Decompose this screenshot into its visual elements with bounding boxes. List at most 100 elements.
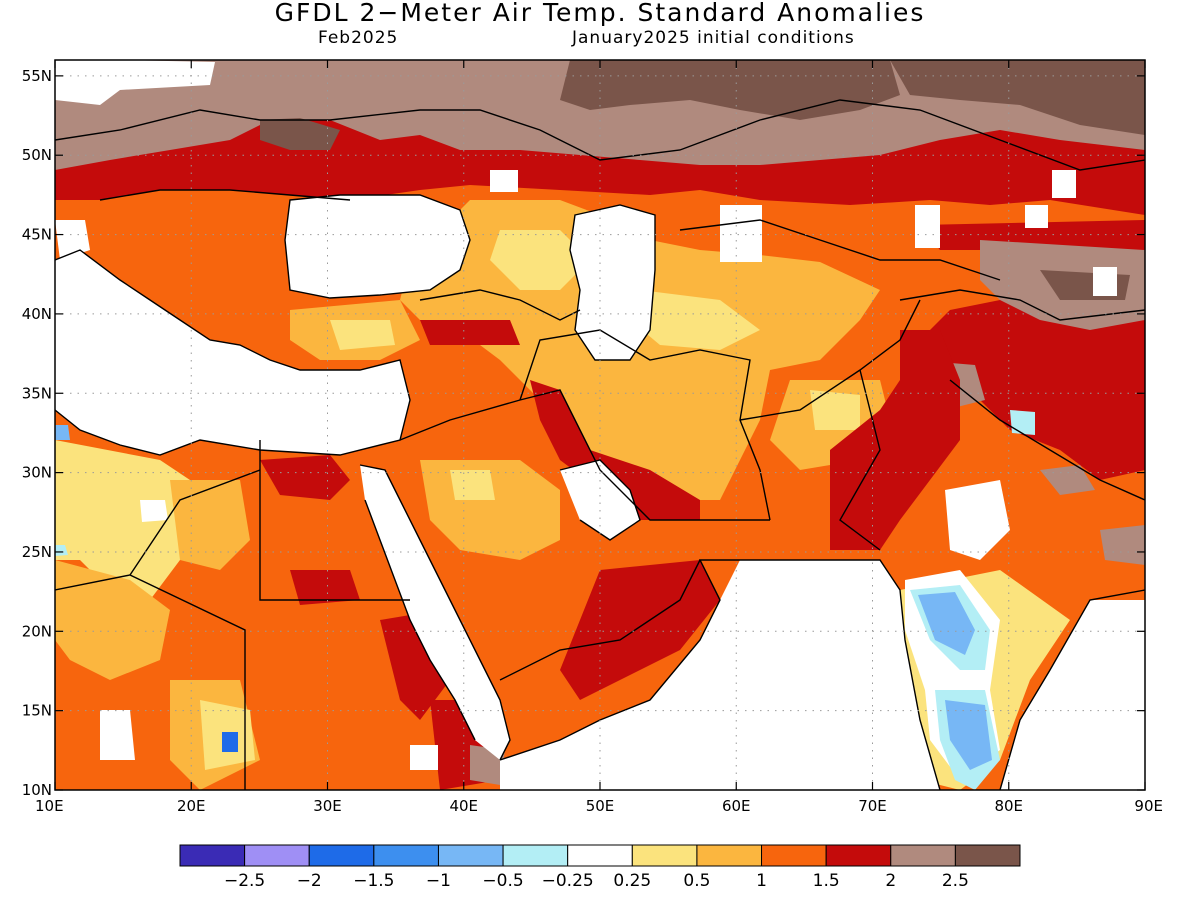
colorbar-label: 0.25 (613, 871, 651, 891)
colorbar-label: −0.25 (542, 871, 594, 891)
colorbar-swatch (373, 844, 439, 867)
anomaly-region (945, 480, 1010, 560)
border (519, 329, 771, 521)
anomaly-region (330, 320, 395, 350)
anomaly-region (420, 320, 520, 345)
lat-tick-label: 50N (22, 146, 52, 164)
colorbar-swatch (825, 844, 892, 867)
colorbar-label: 1 (756, 871, 767, 891)
anomaly-region (290, 570, 360, 605)
colorbar-swatch (244, 844, 310, 867)
lon-tick-label: 60E (722, 797, 751, 815)
anomaly-region (945, 700, 992, 770)
lon-tick-label: 30E (313, 797, 342, 815)
colorbar-label: 2.5 (942, 871, 969, 891)
border (679, 219, 1001, 281)
masked-sea (55, 250, 410, 455)
colorbar-swatch (567, 844, 633, 867)
coastlines (55, 99, 1145, 790)
anomaly-region (55, 425, 70, 440)
lon-tick-label: 50E (586, 797, 615, 815)
colorbar-label: −2.5 (224, 871, 265, 891)
colorbar-swatch (696, 844, 763, 867)
anomaly-region (1010, 410, 1035, 435)
masked-sea (1000, 600, 1145, 790)
map-title: GFDL 2−Meter Air Temp. Standard Anomalie… (274, 0, 926, 27)
anomaly-region (222, 732, 238, 752)
masked-sea (55, 220, 90, 260)
colorbar-swatch (631, 844, 698, 867)
masked-sea (285, 195, 470, 298)
anomaly-region (55, 545, 68, 556)
border (99, 189, 351, 201)
anomaly-region (830, 330, 960, 550)
masked-sea (360, 465, 510, 760)
colorbar-label: −0.5 (482, 871, 523, 891)
anomaly-region (1100, 525, 1145, 565)
colorbar-label: −1.5 (353, 871, 394, 891)
anomaly-region (918, 592, 975, 655)
colorbar-swatch (179, 844, 246, 867)
colorbar-label: 0.5 (683, 871, 710, 891)
border (949, 379, 1145, 501)
masked-sea (1093, 267, 1117, 296)
border (499, 559, 701, 681)
anomaly-region (55, 440, 190, 600)
lon-tick-label: 40E (449, 797, 478, 815)
colorbar-label: 2 (885, 871, 896, 891)
map-frame (54, 59, 1146, 791)
coastline (55, 249, 411, 456)
lon-tick-label: 70E (858, 797, 887, 815)
anomaly-region (810, 390, 860, 430)
anomaly-region (140, 500, 168, 522)
colorbar-swatch (437, 844, 504, 867)
colorbar-swatch (761, 844, 827, 867)
lat-tick-label: 20N (22, 622, 52, 640)
anomaly-region (260, 118, 340, 150)
lat-tick-label: 55N (22, 67, 52, 85)
colorbar-label: 1.5 (813, 871, 840, 891)
coastline (499, 559, 941, 790)
anomaly-region (490, 230, 590, 290)
masked-sea (720, 205, 762, 262)
anomaly-field (55, 60, 1145, 790)
colorbar-label: −2 (297, 871, 322, 891)
masked-sea (1025, 205, 1048, 228)
border (899, 289, 1145, 321)
border (259, 440, 410, 601)
colorbar: −2.5 −2 −1.5 −1 −0.5 −0.25 0.25 0.5 1 1.5 2 2.5 (179, 844, 1021, 891)
anomaly-region (560, 560, 720, 700)
masked-sea (570, 205, 655, 360)
anomaly-region (450, 470, 495, 500)
lat-tick-label: 30N (22, 464, 52, 482)
border (55, 574, 246, 790)
coastline (364, 499, 476, 741)
lat-tick-label: 35N (22, 384, 52, 402)
lat-tick-label: 15N (22, 702, 52, 720)
lat-tick-label: 25N (22, 543, 52, 561)
forecast-month: Feb2025 (318, 28, 399, 48)
lon-tick-label: 90E (1134, 797, 1163, 815)
border (399, 389, 770, 521)
anomaly-region (890, 60, 1145, 135)
border (419, 289, 581, 321)
coastline (284, 194, 471, 299)
colorbar-swatch (890, 844, 956, 867)
border (839, 369, 881, 551)
anomaly-region (560, 60, 900, 120)
anomaly-region (55, 560, 170, 680)
lon-tick-label: 10E (35, 797, 64, 815)
lat-tick-label: 10N (22, 781, 52, 799)
gridlines (55, 60, 1145, 790)
coastline (999, 589, 1145, 790)
colorbar-swatch (308, 844, 375, 867)
colorbar-swatch (502, 844, 569, 867)
masked-sea (410, 745, 438, 770)
masked-sea (1052, 170, 1076, 198)
coastline (569, 204, 656, 361)
initial-conditions: January2025 initial conditions (572, 28, 855, 48)
masked-sea (55, 60, 215, 105)
border (129, 469, 261, 576)
coastline (359, 464, 511, 761)
